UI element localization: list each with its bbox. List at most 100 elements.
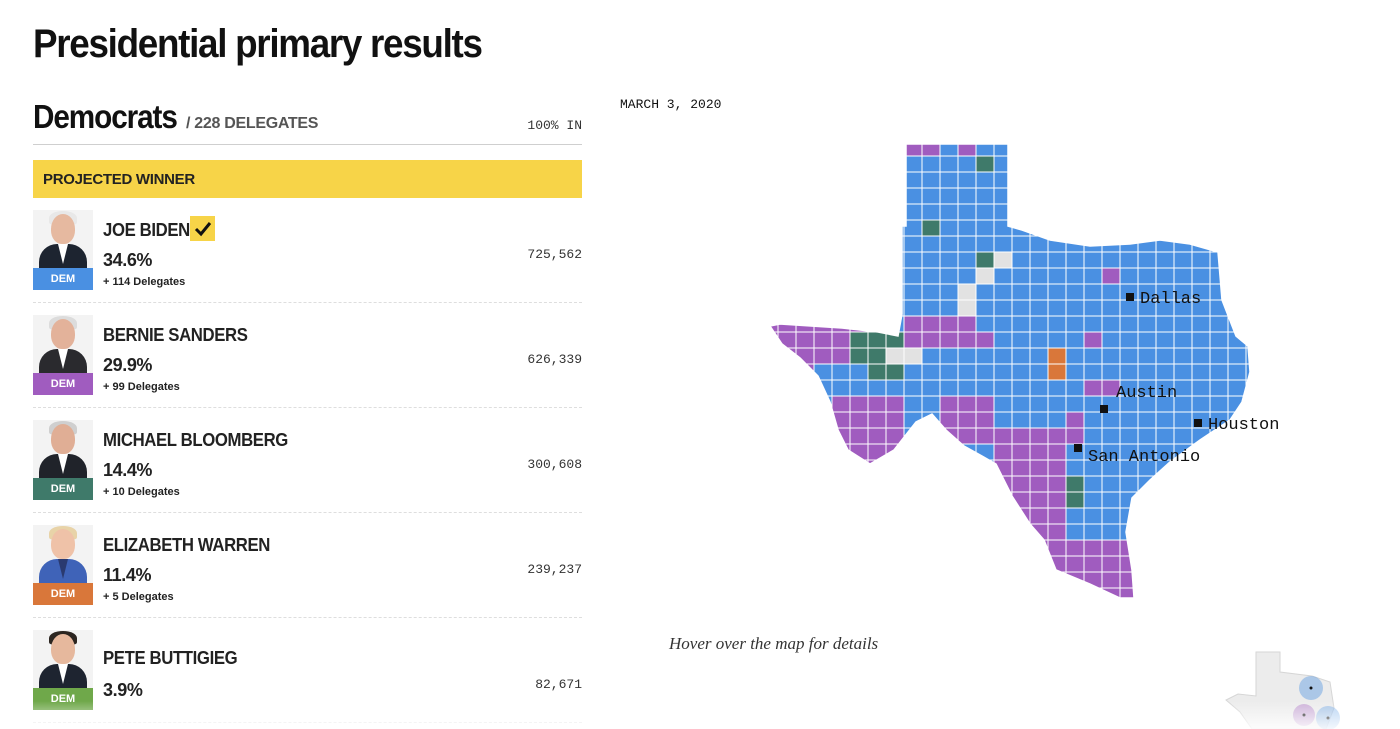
county-cell[interactable]	[903, 587, 923, 604]
county-cell[interactable]	[1119, 347, 1139, 366]
county-cell[interactable]	[813, 411, 833, 430]
county-cell[interactable]	[921, 219, 941, 238]
county-cell[interactable]	[1173, 187, 1193, 205]
county-cell[interactable]	[1191, 491, 1211, 509]
county-cell[interactable]	[867, 203, 887, 221]
county-cell[interactable]	[1065, 587, 1085, 604]
county-cell[interactable]	[1227, 363, 1247, 381]
county-cell[interactable]	[813, 203, 833, 221]
county-cell[interactable]	[760, 155, 779, 173]
county-cell[interactable]	[1029, 315, 1049, 333]
county-cell[interactable]	[849, 411, 869, 429]
county-cell[interactable]	[760, 475, 779, 493]
county-cell[interactable]	[1245, 507, 1264, 525]
county-cell[interactable]	[867, 331, 887, 349]
county-cell[interactable]	[1011, 443, 1031, 461]
county-cell[interactable]	[1119, 155, 1139, 173]
county-cell[interactable]	[1155, 171, 1175, 189]
county-cell[interactable]	[1011, 235, 1031, 253]
county-cell[interactable]	[1065, 140, 1085, 157]
county-cell[interactable]	[1173, 155, 1193, 173]
county-cell[interactable]	[957, 315, 977, 334]
county-cell[interactable]	[1155, 555, 1175, 573]
county-cell[interactable]	[903, 427, 923, 445]
county-cell[interactable]	[849, 571, 869, 589]
county-cell[interactable]	[1209, 587, 1229, 605]
county-cell[interactable]	[1228, 604, 1246, 610]
county-cell[interactable]	[813, 523, 833, 541]
county-cell[interactable]	[975, 539, 995, 557]
county-cell[interactable]	[867, 187, 887, 205]
county-cell[interactable]	[1011, 539, 1031, 558]
county-cell[interactable]	[1209, 459, 1229, 477]
county-cell[interactable]	[795, 475, 815, 493]
county-cell[interactable]	[1011, 523, 1031, 541]
county-cell[interactable]	[1048, 604, 1066, 610]
county-cell[interactable]	[1065, 411, 1085, 429]
county-cell[interactable]	[1047, 251, 1067, 269]
county-cell[interactable]	[957, 363, 977, 381]
county-cell[interactable]	[1173, 491, 1193, 510]
county-cell[interactable]	[867, 363, 887, 381]
county-cell[interactable]	[1101, 140, 1121, 158]
county-cell[interactable]	[1137, 187, 1157, 205]
county-cell[interactable]	[904, 604, 922, 610]
county-cell[interactable]	[1137, 251, 1157, 269]
county-cell[interactable]	[957, 507, 977, 525]
county-cell[interactable]	[760, 219, 779, 237]
county-cell[interactable]	[1245, 539, 1264, 557]
county-cell[interactable]	[1047, 347, 1067, 365]
county-cell[interactable]	[760, 235, 779, 253]
county-cell[interactable]	[903, 443, 923, 461]
county-cell[interactable]	[849, 491, 869, 509]
county-cell[interactable]	[903, 299, 923, 317]
county-cell[interactable]	[975, 267, 995, 285]
county-cell[interactable]	[1137, 523, 1157, 541]
county-cell[interactable]	[1119, 427, 1139, 446]
county-cell[interactable]	[1137, 491, 1157, 509]
county-cell[interactable]	[1137, 347, 1157, 365]
county-cell[interactable]	[939, 331, 959, 349]
county-cell[interactable]	[813, 155, 833, 173]
county-cell[interactable]	[921, 331, 941, 349]
county-cell[interactable]	[957, 395, 977, 414]
county-cell[interactable]	[993, 251, 1013, 270]
county-cell[interactable]	[903, 283, 923, 301]
county-cell[interactable]	[1101, 363, 1121, 381]
county-cell[interactable]	[903, 347, 923, 365]
county-cell[interactable]	[1119, 363, 1139, 381]
county-cell[interactable]	[975, 171, 995, 189]
county-cell[interactable]	[760, 491, 779, 509]
county-cell[interactable]	[1137, 171, 1157, 189]
county-cell[interactable]	[1047, 523, 1067, 541]
county-cell[interactable]	[1101, 475, 1121, 493]
county-cell[interactable]	[1227, 299, 1247, 317]
county-cell[interactable]	[1065, 523, 1085, 542]
county-cell[interactable]	[1191, 539, 1211, 558]
county-cell[interactable]	[849, 363, 869, 381]
county-cell[interactable]	[795, 187, 815, 205]
county-cell[interactable]	[1083, 523, 1103, 541]
county-cell[interactable]	[849, 507, 869, 526]
county-cell[interactable]	[939, 459, 959, 477]
county-cell[interactable]	[975, 187, 995, 205]
county-cell[interactable]	[1227, 491, 1247, 509]
county-cell[interactable]	[1137, 363, 1157, 381]
county-cell[interactable]	[1227, 475, 1247, 494]
county-cell[interactable]	[760, 411, 779, 429]
county-cell[interactable]	[1191, 140, 1211, 158]
county-cell[interactable]	[1137, 411, 1157, 429]
county-cell[interactable]	[1209, 443, 1229, 461]
county-cell[interactable]	[1227, 283, 1247, 301]
county-cell[interactable]	[885, 395, 905, 413]
county-cell[interactable]	[777, 523, 797, 541]
county-cell[interactable]	[903, 363, 923, 381]
county-cell[interactable]	[1191, 331, 1211, 349]
county-cell[interactable]	[1101, 539, 1121, 558]
county-cell[interactable]	[760, 171, 779, 189]
county-cell[interactable]	[1137, 331, 1157, 349]
county-cell[interactable]	[975, 395, 995, 413]
county-cell[interactable]	[1029, 283, 1049, 301]
county-cell[interactable]	[1209, 539, 1229, 557]
county-cell[interactable]	[1245, 443, 1264, 462]
